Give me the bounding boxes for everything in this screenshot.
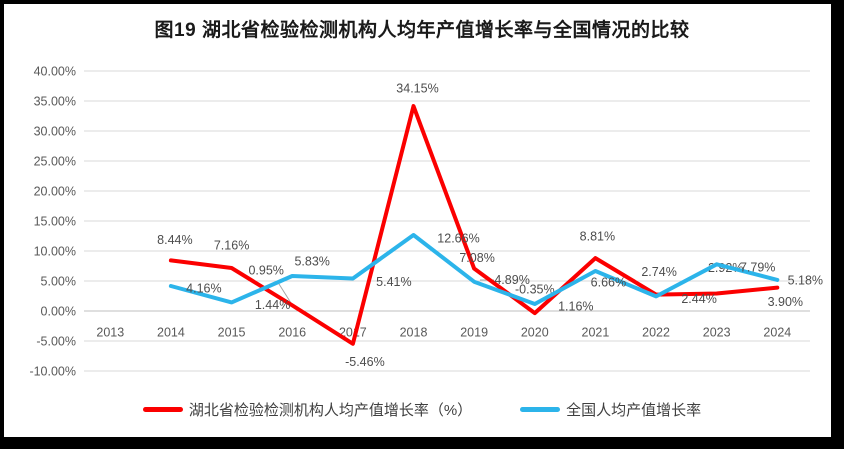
- data-label: 34.15%: [396, 81, 438, 95]
- data-label: 8.44%: [157, 233, 192, 247]
- x-tick-label: 2018: [400, 325, 428, 339]
- y-tick-label: 30.00%: [34, 124, 76, 138]
- frame-border-left: [0, 0, 4, 449]
- data-label: 4.16%: [186, 281, 221, 295]
- x-tick-label: 2017: [339, 325, 367, 339]
- data-label: 7.08%: [459, 251, 494, 265]
- y-tick-label: 20.00%: [34, 184, 76, 198]
- x-tick-label: 2024: [763, 325, 791, 339]
- legend-item-national: 全国人均产值增长率: [520, 399, 701, 420]
- data-label: 2.44%: [681, 292, 716, 306]
- y-tick-label: -10.00%: [29, 364, 76, 378]
- legend-label-national: 全国人均产值增长率: [566, 402, 702, 419]
- data-label: 5.83%: [294, 254, 329, 268]
- data-label: -0.35%: [515, 282, 555, 296]
- series-line-hubei: [168, 104, 780, 346]
- data-label: 3.90%: [768, 295, 803, 309]
- y-tick-label: 0.00%: [41, 304, 76, 318]
- label-leader-line: [278, 283, 292, 304]
- chart-title: 图19 湖北省检验检测机构人均年产值增长率与全国情况的比较: [154, 20, 690, 41]
- data-label: -5.46%: [345, 355, 385, 369]
- y-tick-label: 25.00%: [34, 154, 76, 168]
- data-label: 2.74%: [641, 265, 676, 279]
- legend-line-swatch-red: [142, 407, 183, 412]
- y-tick-label: 10.00%: [34, 244, 76, 258]
- x-tick-label: 2013: [96, 325, 124, 339]
- data-label: 0.95%: [248, 264, 283, 278]
- data-label: 7.16%: [214, 238, 249, 252]
- data-label: 1.44%: [255, 298, 290, 312]
- legend-label-hubei: 湖北省检验检测机构人均产值增长率（%）: [188, 402, 473, 419]
- x-tick-label: 2022: [642, 325, 670, 339]
- frame-border-bottom: [0, 437, 844, 449]
- legend: 湖北省检验检测机构人均产值增长率（%） 全国人均产值增长率: [0, 399, 844, 420]
- data-label: 8.81%: [580, 229, 615, 243]
- y-tick-label: 5.00%: [41, 274, 76, 288]
- x-tick-label: 2023: [703, 325, 731, 339]
- data-label: 5.18%: [788, 273, 823, 287]
- series-line-national: [168, 233, 780, 306]
- data-label: 12.66%: [437, 231, 479, 245]
- y-tick-label: 35.00%: [34, 94, 76, 108]
- y-tick-label: -5.00%: [36, 334, 76, 348]
- data-label: 6.66%: [591, 275, 626, 289]
- y-tick-label: 15.00%: [34, 214, 76, 228]
- data-label: 5.41%: [376, 275, 411, 289]
- legend-item-hubei: 湖北省检验检测机构人均产值增长率（%）: [142, 399, 473, 420]
- x-tick-label: 2019: [460, 325, 488, 339]
- data-label: 1.16%: [558, 299, 593, 313]
- data-label: 7.79%: [740, 261, 775, 275]
- x-tick-label: 2014: [157, 325, 185, 339]
- x-tick-label: 2020: [521, 325, 549, 339]
- x-tick-label: 2016: [278, 325, 306, 339]
- frame-border-top: [0, 0, 844, 4]
- data-label: 4.89%: [494, 273, 529, 287]
- x-tick-label: 2021: [582, 325, 610, 339]
- frame-border-right: [831, 0, 844, 449]
- legend-line-swatch-blue: [520, 407, 561, 412]
- y-tick-label: 40.00%: [34, 64, 76, 78]
- x-tick-label: 2015: [218, 325, 246, 339]
